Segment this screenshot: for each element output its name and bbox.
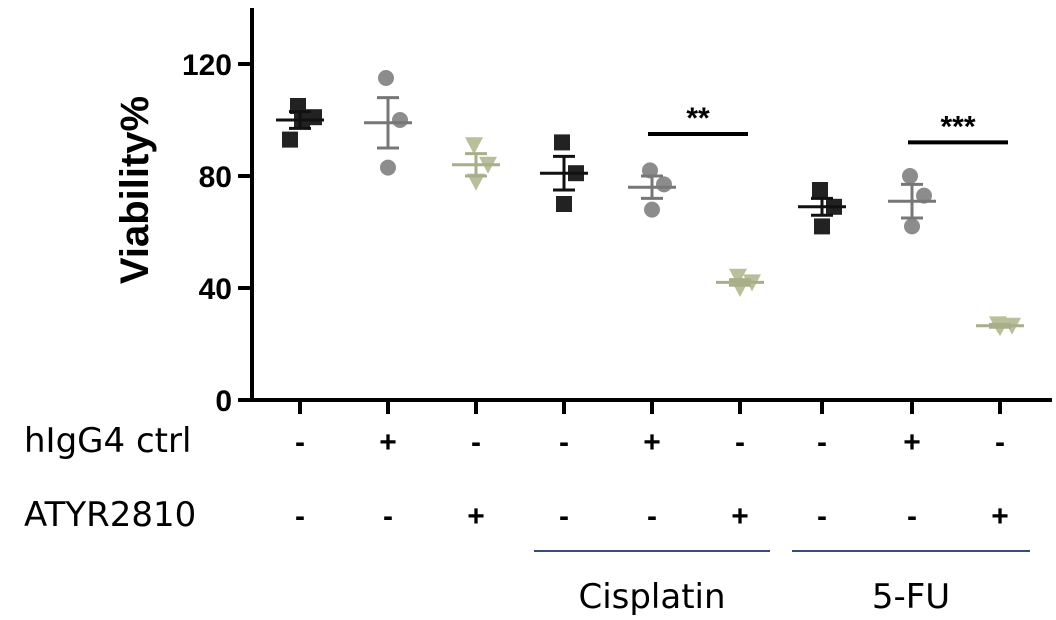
data-point-square [554,134,570,151]
data-point-square [556,196,572,212]
hIgG4-sign: - [295,426,305,459]
annotations: ** ***hIgG4 ctrlATYR2810--+--+--+--+--+--… [24,102,1030,617]
y-axis-label: Viability% [113,96,157,284]
significance-label: *** [940,110,975,143]
data-point-triangle [729,268,747,286]
data-point-square [814,218,830,235]
data-point-circle [392,112,408,128]
data-point-triangle [467,173,485,191]
hIgG4-sign: - [735,426,745,459]
ATYR2810-sign: - [817,500,827,533]
hIgG4-sign: - [471,426,481,459]
group-label: Cisplatin [578,577,725,617]
hIgG4-sign: + [903,426,921,459]
y-tick-label: 80 [199,161,232,194]
data-marks [276,70,1024,337]
data-point-circle [656,176,672,193]
data-point-circle [904,218,920,235]
data-point-circle [916,187,932,204]
data-point-circle [380,159,396,176]
data-point-square [282,131,298,148]
ATYR2810-sign: - [295,500,305,533]
hIgG4-sign: - [817,426,827,459]
ATYR2810-sign: - [383,500,393,533]
group-label: 5-FU [872,577,950,617]
data-point-circle [378,70,394,86]
axes: 0 40 80 120 [182,8,1052,418]
ATYR2810-sign: + [467,500,485,533]
condition-row-label: ATYR2810 [24,495,196,535]
data-point-square [290,98,306,114]
hIgG4-sign: + [643,426,661,459]
hIgG4-sign: + [379,426,397,459]
hIgG4-sign: - [559,426,569,459]
hIgG4-sign: - [995,426,1005,459]
significance-label: ** [686,102,710,135]
data-point-square [812,182,828,198]
data-point-circle [642,162,658,179]
ATYR2810-sign: - [647,500,657,533]
ATYR2810-sign: + [731,500,749,533]
condition-row-label: hIgG4 ctrl [24,421,191,461]
y-tick-label: 40 [199,273,232,306]
ATYR2810-sign: + [991,500,1009,533]
data-point-triangle [465,137,483,155]
ATYR2810-sign: - [559,500,569,533]
y-tick-label: 120 [182,49,232,82]
ATYR2810-sign: - [907,500,917,533]
data-point-circle [644,201,660,218]
y-tick-label: 0 [215,385,232,418]
data-point-circle [902,168,918,184]
